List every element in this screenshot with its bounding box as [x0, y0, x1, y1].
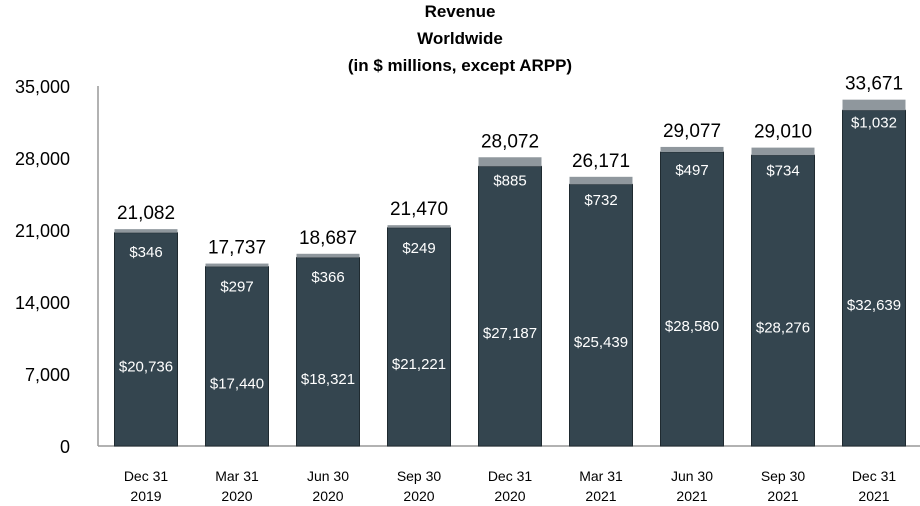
bar-total-label: 29,077: [663, 121, 721, 142]
bar-segment-top: [478, 157, 542, 167]
x-tick-label-line-1: Sep 30: [397, 468, 442, 484]
bar-top-label: $297: [220, 279, 253, 296]
bar-total-label: 33,671: [845, 74, 903, 95]
bar-total-label: 29,010: [754, 122, 812, 143]
bar-top-label: $366: [311, 269, 344, 286]
bar-top-label: $734: [766, 163, 799, 180]
x-tick-label-line-2: 2020: [312, 488, 343, 504]
x-tick-label-line-1: Dec 31: [488, 468, 533, 484]
bar-segment-top: [660, 146, 724, 153]
bar-base-label: $17,440: [210, 375, 264, 392]
bar-segment-base: [114, 232, 178, 447]
x-tick-label-line-2: 2021: [676, 488, 707, 504]
x-tick-label-line-1: Jun 30: [671, 468, 713, 484]
y-tick-label: 7,000: [25, 365, 70, 385]
bar-segment-top: [387, 225, 451, 228]
bar-total-label: 21,470: [390, 199, 448, 220]
bar-top-label: $1,032: [851, 115, 897, 132]
bar-segment-top: [569, 176, 633, 185]
x-tick-label-line-2: 2021: [767, 488, 798, 504]
bar-top-label: $497: [675, 162, 708, 179]
chart-title-line-2: Worldwide: [417, 29, 503, 48]
bar-base-label: $25,439: [574, 334, 628, 351]
bar-segment-top: [296, 253, 360, 258]
x-tick-label-line-1: Jun 30: [307, 468, 349, 484]
x-tick-label-line-1: Mar 31: [215, 468, 259, 484]
x-tick-label-line-2: 2021: [858, 488, 889, 504]
x-tick-label-line-2: 2020: [494, 488, 525, 504]
bar-segment-base: [387, 227, 451, 447]
bar-total-label: 17,737: [208, 238, 266, 259]
x-tick-label-line-1: Mar 31: [579, 468, 623, 484]
bar-base-label: $21,221: [392, 356, 446, 373]
bar-segment-top: [842, 99, 906, 111]
bar-segment-base: [478, 165, 542, 447]
bar-base-label: $28,580: [665, 318, 719, 335]
bar-base-label: $20,736: [119, 358, 173, 375]
bar-base-label: $18,321: [301, 371, 355, 388]
bar-base-label: $32,639: [847, 297, 901, 314]
bar-segment-base: [205, 266, 269, 447]
y-tick-label: 21,000: [15, 221, 70, 241]
bar-segment-base: [296, 257, 360, 447]
y-tick-label: 14,000: [15, 293, 70, 313]
bar-total-label: 28,072: [481, 131, 539, 152]
bar-top-label: $346: [129, 244, 162, 261]
bar-top-label: $732: [584, 192, 617, 209]
bar-segment-base: [660, 151, 724, 447]
chart-title-line-1: Revenue: [424, 2, 496, 21]
bar-segment-base: [751, 154, 815, 447]
y-tick-label: 0: [60, 437, 70, 457]
bar-segment-top: [114, 229, 178, 233]
bar-base-label: $27,187: [483, 325, 537, 342]
x-tick-label-line-1: Dec 31: [852, 468, 897, 484]
bar-top-label: $249: [402, 240, 435, 257]
bar-segment-top: [751, 147, 815, 156]
x-tick-label-line-1: Sep 30: [761, 468, 806, 484]
bar-segment-top: [205, 263, 269, 267]
chart-title-line-3: (in $ millions, except ARPP): [347, 56, 573, 75]
x-tick-label-line-2: 2019: [130, 488, 161, 504]
y-tick-label: 35,000: [15, 77, 70, 97]
x-tick-label-line-1: Dec 31: [124, 468, 169, 484]
bar-total-label: 18,687: [299, 228, 357, 249]
bar-total-label: 21,082: [117, 203, 175, 224]
bar-total-label: 26,171: [572, 151, 630, 172]
x-tick-label-line-2: 2021: [585, 488, 616, 504]
x-tick-label-line-2: 2020: [221, 488, 252, 504]
bar-top-label: $885: [493, 172, 526, 189]
bar-segment-base: [569, 183, 633, 447]
bar-segment-base: [842, 109, 906, 447]
y-tick-label: 28,000: [15, 149, 70, 169]
x-tick-label-line-2: 2020: [403, 488, 434, 504]
bar-base-label: $28,276: [756, 320, 810, 337]
